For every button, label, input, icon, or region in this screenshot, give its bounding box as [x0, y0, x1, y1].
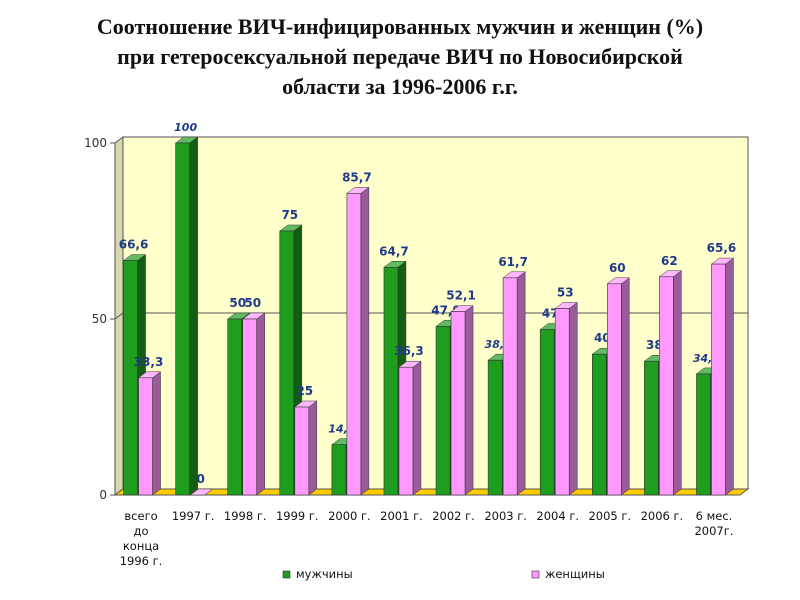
bar-men: [383, 266, 399, 496]
bar-men: [435, 326, 451, 496]
bar-men: [539, 329, 555, 496]
bar-women: [711, 263, 726, 496]
x-category-label: 2003 г.: [484, 509, 527, 523]
x-category-label-line: 2003 г.: [484, 509, 527, 523]
bar-men: [123, 260, 138, 496]
data-label-women: 0: [196, 472, 204, 486]
x-category-label-line: 6 мес.: [696, 509, 733, 523]
data-label-women: 85,7: [342, 170, 372, 184]
legend-label-women: женщины: [545, 567, 605, 581]
bar-men: [279, 230, 295, 496]
legend-label-men: мужчины: [296, 567, 353, 581]
data-label-men: 100: [174, 121, 197, 134]
bar-men-side: [189, 136, 198, 496]
x-category-label: 2002 г.: [432, 509, 475, 523]
bar-women-side: [360, 186, 370, 496]
x-category-label: 2005 г.: [588, 509, 631, 523]
bar-women-top: [189, 488, 214, 496]
x-category-label-line: конца: [123, 539, 159, 553]
x-category-label: 2006 г.: [641, 509, 684, 523]
bar-women-side: [621, 277, 630, 496]
bar-women: [450, 311, 466, 496]
data-label-women: 62: [661, 254, 678, 268]
bar-men: [591, 353, 607, 496]
x-category-label-line: 1997 г.: [172, 509, 215, 523]
data-label-women: 65,6: [707, 241, 737, 255]
x-category-label: 6 мес. 2007г.: [694, 509, 733, 538]
data-label-women: 61,7: [498, 255, 528, 269]
bar-men: [696, 373, 711, 496]
bar-men: [175, 142, 190, 496]
legend-swatch-men: [282, 570, 291, 579]
bar-women-side: [673, 270, 682, 496]
data-label-women: 36,3: [394, 344, 424, 358]
bar-women-side: [412, 360, 422, 496]
gridline: [114, 312, 748, 320]
y-tick-label: 0: [99, 488, 107, 502]
bar-women: [138, 377, 153, 496]
x-category-label: 2000 г.: [328, 509, 371, 523]
bar-men: [644, 360, 659, 496]
y-tick-label: 100: [84, 136, 107, 150]
bar-men: [487, 359, 503, 496]
bar-women-side: [152, 371, 161, 496]
data-label-men: 40: [594, 331, 611, 345]
x-category-label: 1999 г.: [276, 509, 319, 523]
x-category-label-line: 2004 г.: [536, 509, 579, 523]
x-category-label: 1997 г.: [172, 509, 215, 523]
x-category-label-line: 2000 г.: [328, 509, 371, 523]
title-line-3: области за 1996-2006 г.г.: [282, 74, 518, 99]
data-label-men: 64,7: [379, 244, 409, 258]
y-tick-label: 50: [92, 312, 107, 326]
x-category-label: 1998 г.: [224, 509, 267, 523]
plot-floor: [113, 488, 750, 496]
bar-women-side: [464, 305, 474, 496]
chart-title: Соотношение ВИЧ-инфицированных мужчин и …: [20, 12, 780, 102]
x-category-label-line: 1999 г.: [276, 509, 319, 523]
x-category-label-line: 2006 г.: [641, 509, 684, 523]
bar-women-side: [568, 301, 578, 496]
x-category-label: 2004 г.: [536, 509, 579, 523]
bar-women: [554, 308, 570, 496]
bar-women-side: [256, 312, 265, 496]
bar-women: [606, 283, 622, 496]
data-label-women: 25: [296, 384, 313, 398]
x-category-label-line: 2005 г.: [588, 509, 631, 523]
bar-women: [659, 276, 674, 496]
data-label-men: 75: [281, 208, 298, 222]
bar-women-side: [725, 257, 734, 496]
title-line-2: при гетеросексуальной передаче ВИЧ по Но…: [117, 44, 683, 69]
x-category-label: 2001 г.: [380, 509, 423, 523]
data-label-men: 47: [542, 307, 559, 321]
bar-women: [294, 406, 310, 496]
x-category-label-line: 2002 г.: [432, 509, 475, 523]
title-line-1: Соотношение ВИЧ-инфицированных мужчин и …: [96, 14, 704, 39]
x-category-label-line: всего: [124, 509, 157, 523]
bar-women: [346, 193, 362, 496]
legend-swatch-women: [531, 570, 540, 579]
bar-women-side: [516, 271, 526, 496]
bar-women: [242, 318, 258, 496]
bar-women: [502, 277, 518, 496]
x-category-label-line: до: [134, 524, 149, 538]
data-label-women: 52,1: [446, 289, 476, 303]
bar-women-side: [308, 400, 318, 496]
data-label-men: 38: [646, 338, 663, 352]
data-label-women: 60: [609, 261, 626, 275]
bar-women: [398, 366, 414, 496]
x-category-label: всего до конца 1996 г.: [120, 509, 163, 568]
x-category-label-line: 2007г.: [694, 524, 733, 538]
x-category-label-line: 1998 г.: [224, 509, 267, 523]
data-label-men: 66,6: [119, 238, 149, 252]
data-label-women: 50: [244, 296, 261, 310]
data-label-women: 33,3: [134, 355, 164, 369]
x-category-label-line: 2001 г.: [380, 509, 423, 523]
data-label-men: 50: [229, 296, 246, 310]
x-category-label-line: 1996 г.: [120, 554, 163, 568]
bar-men: [227, 318, 243, 496]
bar-men: [331, 444, 347, 496]
data-label-women: 53: [557, 285, 574, 299]
